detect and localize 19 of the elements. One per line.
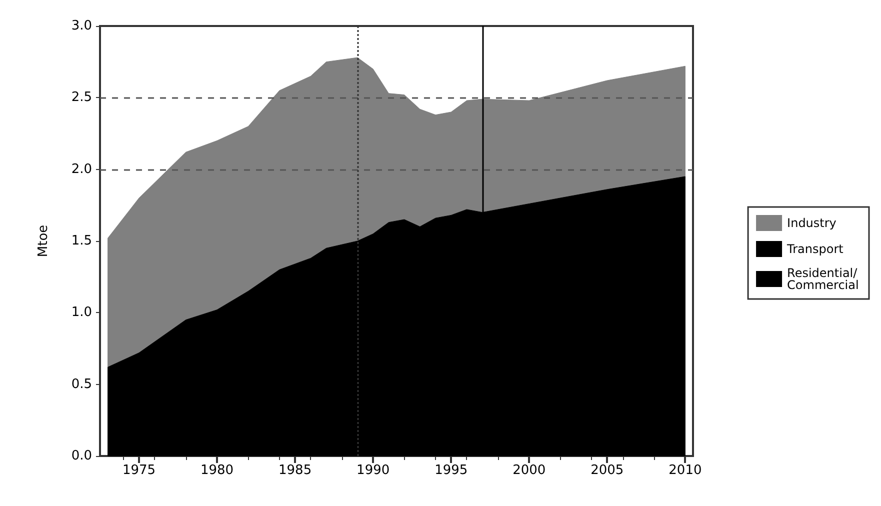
y-axis-title: Mtoe <box>36 224 51 258</box>
y-tick-label: 0.0 <box>71 448 92 464</box>
x-tick-label: 1985 <box>278 463 312 478</box>
x-tick-label: 2005 <box>590 463 624 478</box>
y-tick-label: 1.0 <box>71 305 92 320</box>
legend-label: Transport <box>786 242 844 256</box>
y-tick-label: 2.5 <box>71 90 92 106</box>
y-tick-label: 0.5 <box>71 376 92 392</box>
x-tick-label: 2000 <box>512 463 546 478</box>
y-tick-label: 2.0 <box>71 162 92 177</box>
x-tick-label: 1980 <box>200 463 234 478</box>
x-tick-label: 2010 <box>668 463 702 478</box>
y-tick-label: 1.5 <box>71 234 92 248</box>
legend-label: Residential/ Commercial <box>787 266 862 292</box>
x-tick-label: 1990 <box>356 463 390 478</box>
x-tick-label: 1995 <box>434 463 468 478</box>
legend-label: Industry <box>787 216 836 230</box>
y-tick-label: 3.0 <box>71 18 92 34</box>
x-tick-label: 1975 <box>122 463 156 478</box>
